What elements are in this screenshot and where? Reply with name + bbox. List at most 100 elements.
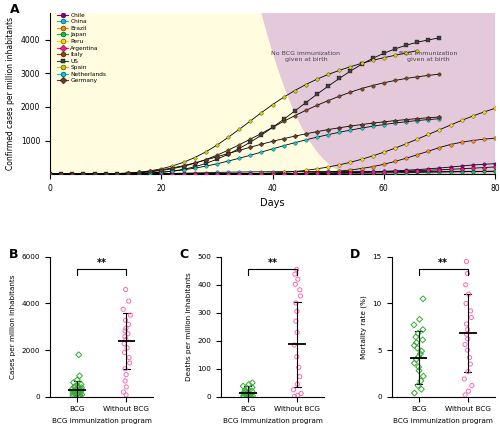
Point	[123, 344, 131, 351]
Point	[462, 258, 470, 265]
Point	[76, 392, 84, 399]
Point	[74, 385, 82, 392]
Point	[246, 393, 254, 400]
Point	[414, 330, 422, 337]
Point	[417, 378, 425, 385]
Point	[410, 321, 418, 328]
Text: D: D	[350, 249, 360, 262]
Point	[248, 379, 256, 386]
Point	[121, 365, 129, 372]
Point	[410, 360, 418, 367]
X-axis label: Days: Days	[260, 198, 285, 208]
Y-axis label: Mortality rate (%): Mortality rate (%)	[360, 295, 367, 359]
Text: BCG immunization
given at birth: BCG immunization given at birth	[399, 51, 458, 62]
Point	[69, 390, 77, 397]
Point	[78, 391, 86, 398]
Point	[70, 387, 78, 394]
Point	[241, 387, 249, 394]
Point	[418, 386, 426, 393]
Point	[416, 316, 424, 323]
Point	[294, 381, 302, 388]
Point	[246, 393, 254, 400]
Point	[419, 326, 427, 333]
Point	[77, 388, 85, 395]
Point	[70, 379, 78, 386]
Point	[419, 295, 427, 302]
Point	[418, 347, 426, 354]
Point	[69, 392, 77, 399]
Point	[296, 293, 304, 300]
Point	[462, 320, 470, 327]
Point	[466, 354, 473, 361]
Point	[464, 291, 472, 298]
X-axis label: BCG immunization program: BCG immunization program	[52, 418, 152, 424]
Point	[293, 308, 301, 315]
Point	[467, 314, 475, 321]
Point	[244, 392, 252, 399]
Point	[293, 353, 301, 360]
Point	[292, 281, 300, 288]
Point	[69, 388, 77, 395]
Point	[240, 392, 248, 399]
Point	[246, 391, 254, 398]
Point	[414, 345, 422, 352]
Text: **: **	[438, 258, 448, 268]
Point	[296, 373, 304, 380]
Point	[72, 388, 80, 395]
Point	[122, 384, 130, 391]
Point	[414, 382, 422, 389]
Text: **: **	[268, 258, 278, 268]
Point	[293, 329, 301, 336]
Text: **: **	[96, 258, 106, 268]
Point	[466, 361, 474, 368]
Point	[462, 281, 469, 288]
Point	[74, 376, 82, 383]
Polygon shape	[262, 13, 495, 174]
Point	[76, 392, 84, 399]
Point	[245, 381, 253, 388]
Point	[126, 359, 134, 366]
Point	[124, 330, 132, 337]
Point	[294, 276, 302, 283]
Point	[122, 336, 130, 343]
Point	[244, 393, 252, 400]
Point	[72, 386, 80, 393]
Point	[120, 349, 128, 356]
Point	[464, 326, 471, 333]
Point	[76, 389, 84, 396]
Point	[412, 334, 420, 341]
Point	[120, 340, 128, 347]
Point	[292, 266, 300, 273]
Text: No BCG immunization
given at birth: No BCG immunization given at birth	[272, 51, 340, 62]
Point	[119, 306, 127, 313]
Point	[242, 390, 250, 397]
Point	[416, 351, 424, 358]
Point	[464, 388, 472, 395]
Point	[76, 372, 84, 379]
Point	[294, 392, 302, 399]
Point	[70, 383, 78, 390]
Point	[414, 364, 422, 371]
Point	[296, 286, 304, 293]
Point	[248, 388, 256, 395]
X-axis label: BCG immunization program: BCG immunization program	[394, 418, 493, 424]
Point	[468, 382, 476, 389]
Point	[239, 383, 247, 390]
Point	[71, 388, 79, 395]
Y-axis label: Confirmed cases per million inhabitants: Confirmed cases per million inhabitants	[6, 17, 15, 170]
Point	[418, 336, 426, 343]
Point	[244, 392, 252, 399]
Point	[461, 392, 469, 399]
Point	[240, 389, 248, 396]
Point	[410, 389, 418, 396]
Point	[292, 318, 300, 325]
Point	[126, 312, 134, 319]
Point	[125, 298, 133, 305]
Point	[122, 317, 130, 324]
Text: C: C	[180, 249, 188, 262]
Point	[244, 385, 252, 392]
Point	[415, 367, 423, 374]
Point	[125, 354, 133, 361]
Point	[71, 390, 79, 397]
Point	[122, 371, 130, 378]
